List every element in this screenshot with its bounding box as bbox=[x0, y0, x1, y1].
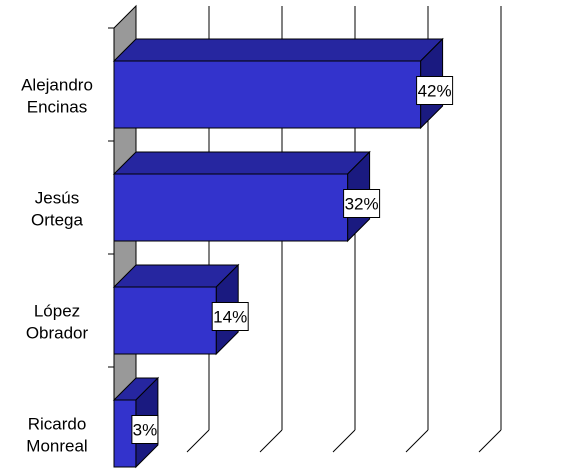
bar-top bbox=[112, 38, 444, 62]
data-label-box bbox=[416, 76, 454, 105]
data-label-text: 14% bbox=[213, 308, 247, 327]
category-label-line: Jesús bbox=[35, 189, 79, 208]
data-label-box bbox=[211, 302, 249, 331]
data-label: 14% bbox=[211, 302, 249, 331]
category-label: Jesús Ortega bbox=[31, 189, 84, 230]
category-label: Ricardo Monreal bbox=[26, 415, 87, 456]
category-label-line: Monreal bbox=[26, 437, 87, 456]
data-label: 32% bbox=[343, 189, 381, 218]
data-label-box bbox=[131, 415, 159, 444]
category-label: López Obrador bbox=[26, 302, 89, 343]
category-label-line: Alejandro bbox=[21, 76, 93, 95]
bar-top bbox=[112, 151, 371, 175]
bar bbox=[112, 150, 371, 243]
category-label-line: López bbox=[34, 302, 80, 321]
data-label-text: 32% bbox=[345, 195, 379, 214]
bar-front bbox=[113, 60, 422, 129]
bar-front bbox=[113, 286, 217, 355]
category-label-line: Ortega bbox=[31, 211, 84, 230]
data-label: 3% bbox=[131, 415, 159, 444]
category-label-line: Ricardo bbox=[28, 415, 87, 434]
floor-tick bbox=[405, 429, 429, 453]
floor-tick bbox=[259, 429, 283, 453]
data-label-text: 42% bbox=[418, 82, 452, 101]
data-label: 42% bbox=[416, 76, 454, 105]
category-label-line: Obrador bbox=[26, 324, 89, 343]
bar-front bbox=[113, 173, 349, 242]
data-label-box bbox=[343, 189, 381, 218]
floor-tick bbox=[332, 429, 356, 453]
floor-tick bbox=[186, 429, 210, 453]
data-label-text: 3% bbox=[133, 421, 158, 440]
category-label-line: Encinas bbox=[27, 98, 87, 117]
floor-tick bbox=[478, 429, 502, 453]
category-label: Alejandro Encinas bbox=[21, 76, 93, 117]
bar bbox=[112, 37, 444, 130]
